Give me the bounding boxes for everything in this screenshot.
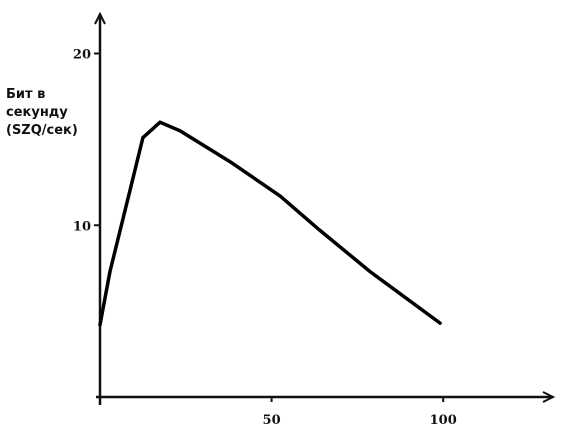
- x-axis-arrow: [542, 391, 556, 403]
- x-tick-label: 50: [263, 413, 281, 428]
- y-tick-label: 10: [73, 219, 91, 234]
- y-tick-label: 20: [73, 48, 91, 63]
- y-axis-label: Бит в секунду (SZQ/сек): [6, 87, 78, 138]
- data-line: [98, 120, 442, 327]
- x-tick-label: 100: [430, 413, 457, 428]
- y-axis-arrow: [94, 11, 106, 25]
